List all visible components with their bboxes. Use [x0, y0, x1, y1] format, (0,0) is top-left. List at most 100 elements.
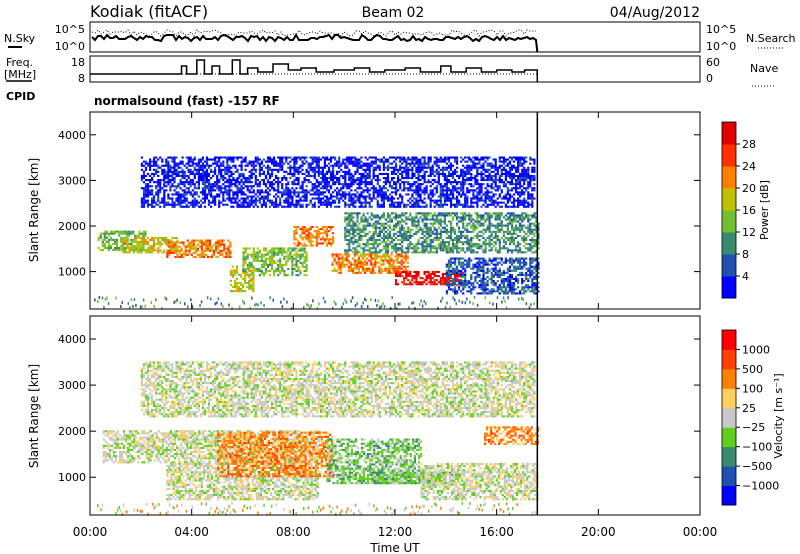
heat-cell	[492, 257, 495, 260]
heat-cell	[525, 216, 528, 219]
heat-cell	[266, 253, 270, 256]
heat-cell	[254, 179, 257, 182]
heat-cell	[321, 179, 324, 182]
heat-cell	[512, 226, 516, 229]
heat-cell	[333, 253, 336, 256]
heat-cell	[508, 230, 512, 233]
heat-cell	[185, 193, 188, 196]
heat-cell	[458, 269, 461, 272]
heat-cell	[113, 240, 117, 243]
heat-cell	[347, 261, 350, 264]
heat-cell	[293, 181, 296, 184]
heat-cell	[311, 174, 314, 177]
heat-cell	[237, 288, 241, 291]
heat-cell	[301, 244, 304, 247]
heat-cell	[478, 245, 481, 248]
heat-cell	[256, 158, 259, 161]
heat-cell	[313, 185, 316, 188]
heat-cell	[451, 216, 455, 219]
heat-cell	[332, 174, 335, 177]
heat-cell	[205, 158, 209, 161]
heat-cell	[527, 267, 530, 270]
heat-cell	[221, 243, 224, 246]
heat-cell	[470, 239, 473, 242]
heat-cell	[254, 183, 257, 186]
heat-cell	[362, 162, 365, 165]
heat-cell	[454, 243, 457, 246]
heat-cell	[449, 263, 453, 266]
heat-cell	[181, 189, 184, 192]
heat-cell	[277, 181, 280, 184]
heat-cell	[395, 247, 398, 250]
heat-cell	[231, 269, 234, 272]
cpid-label: CPID	[6, 90, 35, 103]
heat-cell	[338, 156, 341, 159]
heat-cell	[226, 162, 229, 165]
heat-cell	[372, 156, 375, 159]
heat-cell	[275, 253, 278, 256]
heat-cell	[153, 172, 156, 175]
heat-cell	[488, 257, 491, 260]
heat-cell	[462, 214, 465, 217]
heat-cell	[427, 251, 430, 254]
heat-cell	[344, 181, 347, 184]
heat-cell	[161, 251, 164, 254]
heat-cell	[295, 265, 298, 268]
heat-cell	[216, 195, 219, 198]
heat-cell	[358, 172, 361, 175]
heat-cell	[458, 282, 461, 285]
heat-cell	[285, 170, 288, 173]
heat-cell	[344, 166, 347, 169]
heat-cell	[478, 292, 481, 295]
heat-cell	[313, 160, 316, 163]
heat-cell	[490, 278, 493, 281]
heat-cell	[321, 177, 324, 180]
heat-cell	[201, 179, 204, 182]
heat-cell	[411, 251, 414, 254]
heat-cell	[297, 242, 300, 245]
heat-cell	[146, 247, 150, 250]
heat-cell	[407, 249, 410, 252]
heat-cell	[352, 181, 355, 184]
heat-cell	[232, 191, 235, 194]
heat-cell	[153, 241, 156, 244]
heat-cell	[344, 251, 347, 254]
heat-cell	[425, 218, 428, 221]
heat-cell	[205, 195, 209, 198]
heat-cell	[358, 212, 361, 215]
heat-cell	[189, 179, 192, 182]
heat-cell	[155, 191, 158, 194]
heat-cell	[401, 249, 404, 252]
heat-cell	[321, 174, 324, 177]
heat-cell	[311, 170, 314, 173]
heat-cell	[332, 166, 335, 169]
heat-cell	[397, 197, 400, 200]
heat-cell	[376, 253, 379, 256]
heat-cell	[105, 230, 108, 233]
heat-cell	[238, 177, 241, 180]
heat-cell	[173, 179, 176, 182]
heat-cell	[291, 172, 294, 175]
heat-cell	[297, 191, 300, 194]
heat-cell	[456, 267, 459, 270]
heat-cell	[531, 251, 534, 254]
heat-cell	[327, 230, 331, 233]
heat-cell	[313, 183, 316, 186]
heat-cell	[309, 193, 312, 196]
heat-cell	[319, 166, 322, 169]
heat-cell	[403, 230, 406, 233]
heat-cell	[474, 280, 477, 283]
heat-cell	[271, 249, 274, 252]
heat-cell	[390, 201, 394, 204]
heat-cell	[337, 271, 340, 274]
heat-cell	[146, 236, 150, 239]
heat-cell	[297, 166, 300, 169]
heat-cell	[153, 205, 156, 208]
heat-cell	[195, 170, 198, 173]
heat-cell	[370, 214, 373, 217]
heat-cell	[246, 203, 249, 206]
heat-cell	[246, 162, 249, 165]
heat-cell	[210, 195, 213, 198]
heat-cell	[456, 265, 459, 268]
heat-cell	[246, 247, 249, 250]
